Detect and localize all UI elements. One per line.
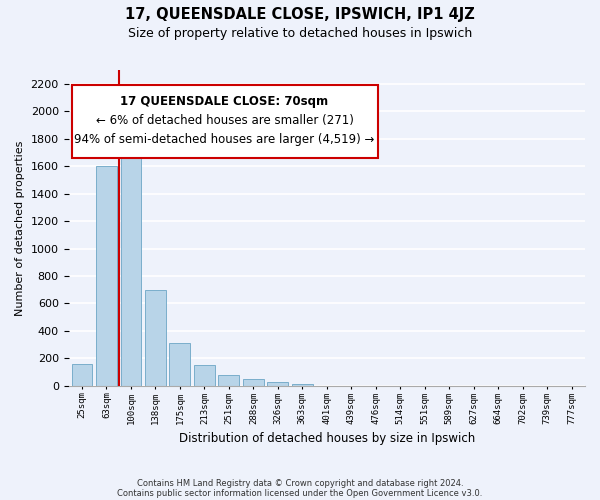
Bar: [218, 375, 239, 386]
Bar: [243, 379, 264, 386]
Bar: [96, 166, 117, 386]
Bar: [169, 344, 190, 386]
Bar: [194, 364, 215, 386]
Text: 17 QUEENSDALE CLOSE: 70sqm: 17 QUEENSDALE CLOSE: 70sqm: [121, 96, 329, 108]
Bar: [71, 364, 92, 386]
Bar: [292, 384, 313, 386]
Bar: [268, 382, 288, 386]
Text: 94% of semi-detached houses are larger (4,519) →: 94% of semi-detached houses are larger (…: [74, 133, 375, 146]
Text: Contains public sector information licensed under the Open Government Licence v3: Contains public sector information licen…: [118, 488, 482, 498]
Bar: [121, 144, 142, 386]
Text: 17, QUEENSDALE CLOSE, IPSWICH, IP1 4JZ: 17, QUEENSDALE CLOSE, IPSWICH, IP1 4JZ: [125, 8, 475, 22]
Text: Contains HM Land Registry data © Crown copyright and database right 2024.: Contains HM Land Registry data © Crown c…: [137, 478, 463, 488]
Text: Size of property relative to detached houses in Ipswich: Size of property relative to detached ho…: [128, 28, 472, 40]
Y-axis label: Number of detached properties: Number of detached properties: [15, 140, 25, 316]
Text: ← 6% of detached houses are smaller (271): ← 6% of detached houses are smaller (271…: [95, 114, 353, 127]
X-axis label: Distribution of detached houses by size in Ipswich: Distribution of detached houses by size …: [179, 432, 475, 445]
Bar: [145, 290, 166, 386]
